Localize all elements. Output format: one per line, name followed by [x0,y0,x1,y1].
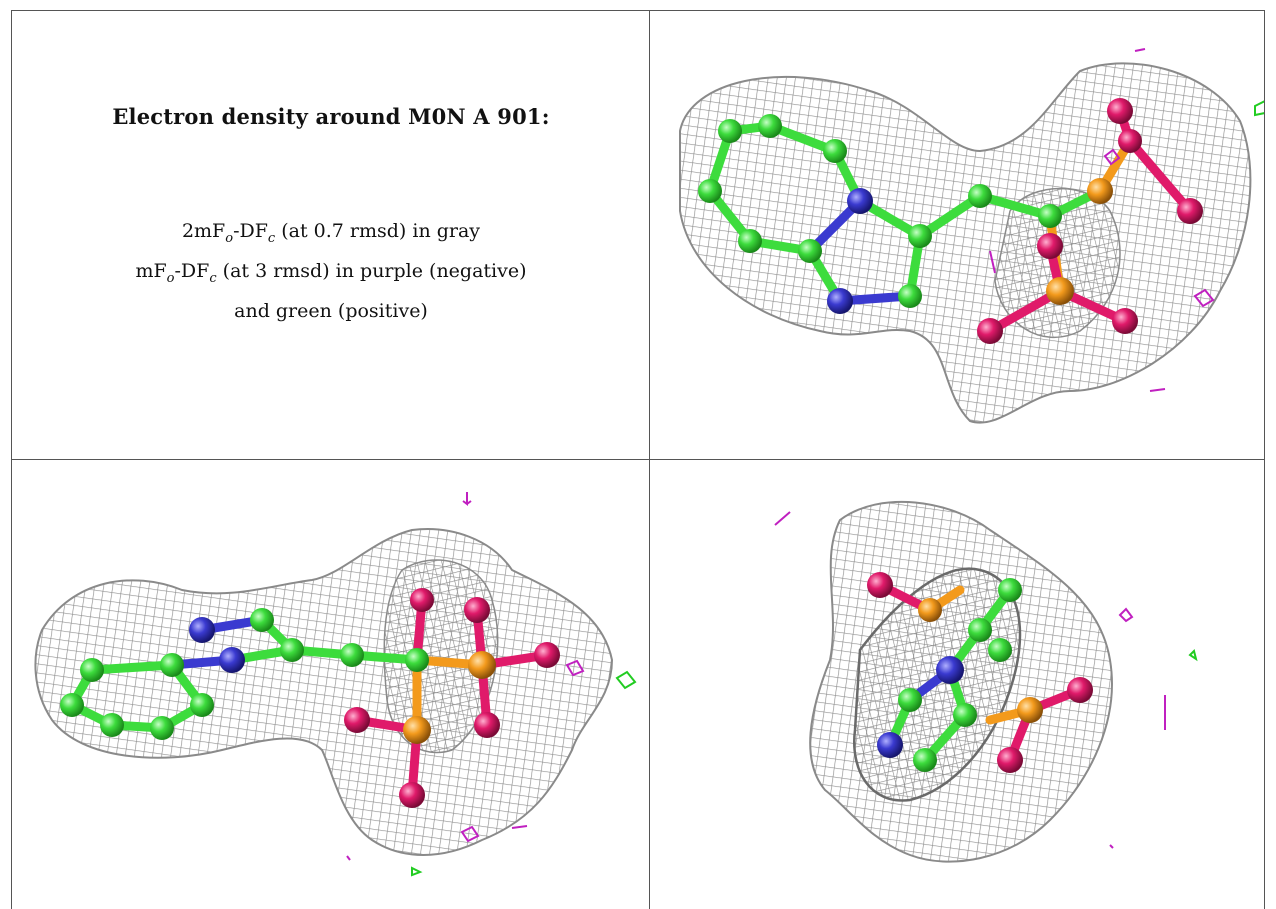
middle-divider [11,459,1265,460]
legend-line-1-pre: 2mF [181,220,226,242]
legend-line-1-post: (at 0.7 rmsd) in gray [275,220,481,242]
legend-line-2-sub2: c [209,270,217,286]
density-view-1-image [679,48,1264,424]
density-view-2-image [34,492,637,877]
difference-density-blobs [774,511,1198,849]
figure-title: Electron density around M0N A 901: [112,104,550,129]
difference-density-blobs [346,492,637,877]
density-view-1 [650,11,1264,459]
legend-line-2-pre: mF [135,259,167,282]
top-border [11,10,1265,11]
center-divider [649,10,650,909]
figure-grid: Electron density around M0N A 901: 2mFo-… [11,10,1265,909]
legend-line-2-sub1: o [166,270,175,286]
legend-line-2-post: (at 3 rmsd) in purple (negative) [216,259,527,282]
density-legend: 2mFo-DFc (at 0.7 rmsd) in gray mFo-DFc (… [12,215,649,327]
difference-density-blobs [989,48,1264,392]
legend-line-1-sub1: o [225,230,234,246]
density-view-3 [650,460,1264,909]
legend-line-3: and green (positive) [234,299,428,322]
right-border [1264,10,1265,909]
density-view-2 [12,460,649,909]
density-view-3-image [774,500,1198,863]
molecule-model [698,98,1203,344]
left-border [11,10,12,909]
caption-cell: Electron density around M0N A 901: 2mFo-… [12,11,649,459]
molecule-model [867,572,1093,773]
legend-line-1-sub2: c [267,230,276,246]
molecule-model [60,588,560,808]
legend-line-1-mid: -DF [233,220,268,242]
mesh-envelope [34,528,614,856]
legend-line-1: 2mFo-DFc (at 0.7 rmsd) in gray [12,215,649,255]
legend-line-2: mFo-DFc (at 3 rmsd) in purple (negative) [12,255,649,295]
legend-line-2-mid: -DF [174,259,210,282]
